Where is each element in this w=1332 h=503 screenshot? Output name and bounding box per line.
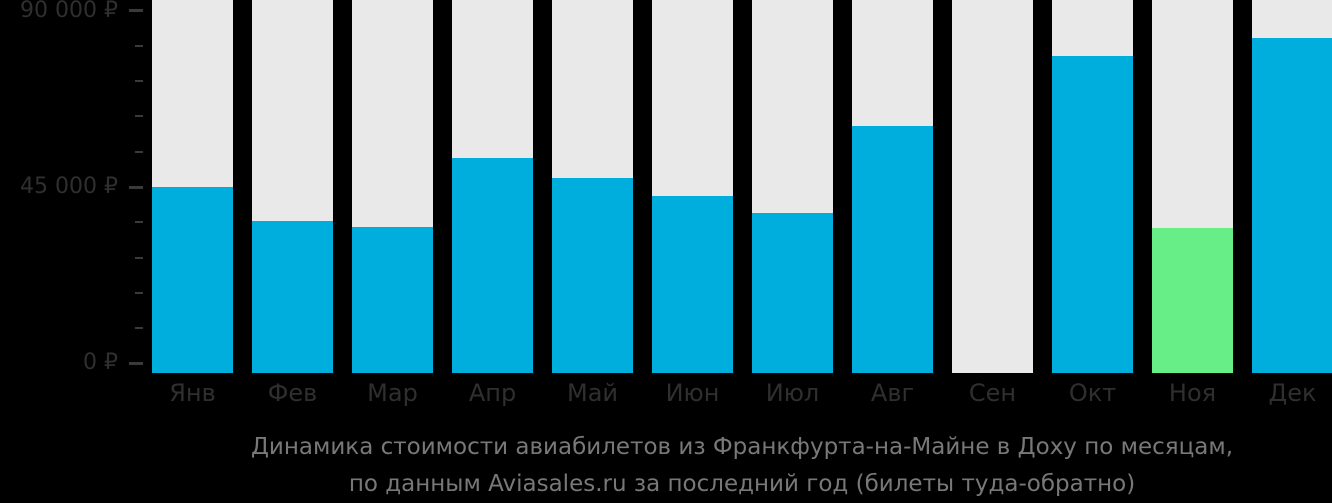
bar-nov[interactable] [1152, 228, 1233, 373]
bar-oct[interactable] [1052, 55, 1133, 373]
bar-jun[interactable] [652, 196, 733, 373]
bar-mar[interactable] [352, 226, 433, 373]
bar-track-feb [252, 0, 333, 373]
chart-caption: Динамика стоимости авиабилетов из Франкф… [152, 429, 1332, 503]
bar-aug[interactable] [852, 125, 933, 373]
x-axis-label-mar: Мар [367, 379, 418, 407]
bar-jul[interactable] [752, 213, 833, 373]
y-minor-tick-54000 [135, 150, 143, 153]
bar-track-mar [352, 0, 433, 373]
bar-feb[interactable] [252, 220, 333, 373]
x-axis-label-dec: Дек [1268, 379, 1317, 407]
y-minor-tick-27000 [135, 256, 143, 259]
y-minor-tick-9000 [135, 327, 143, 330]
x-axis-label-aug: Авг [870, 379, 915, 407]
y-axis-label-45000: 45 000 ₽ [20, 174, 118, 199]
y-minor-tick-63000 [135, 115, 143, 118]
bar-track-jun [652, 0, 733, 373]
caption-line-2: по данным Aviasales.ru за последний год … [348, 471, 1136, 497]
bar-jan[interactable] [152, 187, 233, 373]
bar-track-jul [752, 0, 833, 373]
y-minor-tick-18000 [135, 291, 143, 294]
y-major-tick-45000 [129, 185, 143, 189]
x-axis-label-jan: Янв [169, 379, 216, 407]
y-minor-tick-36000 [135, 221, 143, 224]
x-axis-label-jun: Июн [665, 379, 720, 407]
x-axis-label-nov: Ноя [1168, 379, 1217, 407]
x-axis-label-feb: Фев [267, 379, 318, 407]
y-minor-tick-72000 [135, 80, 143, 83]
x-axis-label-may: Май [566, 379, 618, 407]
bar-track-aug [852, 0, 933, 373]
bar-apr[interactable] [452, 157, 533, 373]
bar-track-sep [952, 0, 1033, 373]
x-axis: Янв Фев Мар Апр Май Июн Июл Авг Сен Окт Ноя Дек [0, 377, 1332, 413]
y-major-tick-90000 [129, 9, 143, 13]
x-axis-label-sep: Сен [968, 379, 1017, 407]
y-axis: 0 ₽ 45 000 ₽ 90 000 ₽ [0, 0, 150, 376]
x-axis-label-jul: Июл [765, 379, 820, 407]
caption-line-1: Динамика стоимости авиабилетов из Франкф… [250, 434, 1234, 460]
y-minor-tick-81000 [135, 44, 143, 47]
y-axis-label-90000: 90 000 ₽ [20, 0, 118, 23]
x-axis-label-oct: Окт [1068, 379, 1117, 407]
bar-track-jan [152, 0, 233, 373]
bars-area [152, 0, 1332, 373]
y-axis-label-0: 0 ₽ [83, 350, 118, 376]
x-axis-label-apr: Апр [468, 379, 517, 407]
bar-dec[interactable] [1252, 37, 1332, 373]
bar-track-apr [452, 0, 533, 373]
bar-may[interactable] [552, 178, 633, 373]
y-major-tick-0 [129, 361, 143, 365]
bar-track-oct [1052, 0, 1133, 373]
bar-track-may [552, 0, 633, 373]
bar-track-nov [1152, 0, 1233, 373]
bar-track-dec [1252, 0, 1332, 373]
